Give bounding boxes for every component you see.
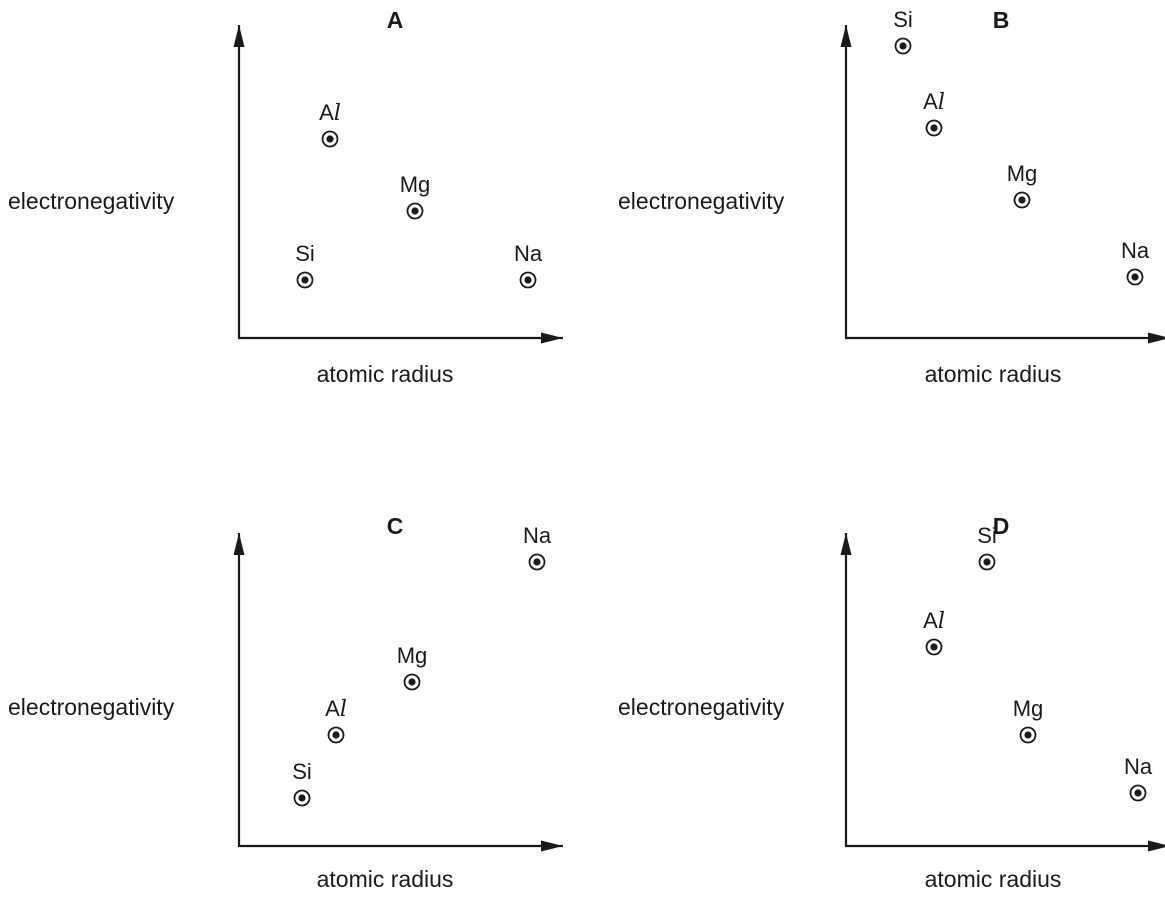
data-point-mg: Mg xyxy=(1013,696,1044,744)
point-marker-dot xyxy=(899,42,907,50)
data-point-si: Si xyxy=(977,523,997,571)
point-marker-dot xyxy=(533,558,541,566)
chart-title: A xyxy=(387,7,404,33)
point-label: Al xyxy=(319,100,341,126)
point-label: Na xyxy=(1124,754,1153,779)
data-point-al: Al xyxy=(319,100,341,148)
data-point-al: Al xyxy=(923,608,945,656)
data-point-na: Na xyxy=(514,241,543,289)
chart-title: B xyxy=(993,7,1010,33)
point-label: Al xyxy=(923,89,945,115)
data-point-si: Si xyxy=(893,7,913,55)
data-point-al: Al xyxy=(325,696,347,744)
point-label: Na xyxy=(514,241,543,266)
point-label: Al xyxy=(923,608,945,634)
point-label: Mg xyxy=(400,172,431,197)
point-marker-dot xyxy=(408,678,416,686)
data-point-na: Na xyxy=(1121,238,1150,286)
point-marker-dot xyxy=(326,135,334,143)
x-axis-label: atomic radius xyxy=(925,866,1062,892)
point-label: Mg xyxy=(1007,161,1038,186)
data-point-si: Si xyxy=(292,759,312,807)
point-marker-dot xyxy=(1134,789,1142,797)
x-axis-label: atomic radius xyxy=(925,361,1062,387)
y-axis-label: electronegativity xyxy=(8,694,175,720)
point-label: Si xyxy=(295,241,315,266)
point-marker-dot xyxy=(983,558,991,566)
point-marker-dot xyxy=(298,794,306,802)
chart-title: C xyxy=(387,513,404,539)
chart-title: D xyxy=(993,513,1010,539)
data-point-mg: Mg xyxy=(397,643,428,691)
point-label: Mg xyxy=(397,643,428,668)
data-point-al: Al xyxy=(923,89,945,137)
data-point-mg: Mg xyxy=(1007,161,1038,209)
data-point-mg: Mg xyxy=(400,172,431,220)
point-label: Mg xyxy=(1013,696,1044,721)
point-label: Na xyxy=(1121,238,1150,263)
point-marker-dot xyxy=(1024,731,1032,739)
x-axis-label: atomic radius xyxy=(317,361,454,387)
point-label: Si xyxy=(893,7,913,32)
y-axis-label: electronegativity xyxy=(618,188,785,214)
y-axis-label: electronegativity xyxy=(8,188,175,214)
data-point-na: Na xyxy=(1124,754,1153,802)
x-axis-label: atomic radius xyxy=(317,866,454,892)
point-marker-dot xyxy=(1018,196,1026,204)
point-marker-dot xyxy=(301,276,309,284)
point-marker-dot xyxy=(332,731,340,739)
y-axis-label: electronegativity xyxy=(618,694,785,720)
point-marker-dot xyxy=(524,276,532,284)
point-marker-dot xyxy=(1131,273,1139,281)
data-point-si: Si xyxy=(295,241,315,289)
point-label: Si xyxy=(977,523,997,548)
point-marker-dot xyxy=(930,124,938,132)
point-label: Na xyxy=(523,523,552,548)
point-label: Al xyxy=(325,696,347,722)
point-label: Si xyxy=(292,759,312,784)
data-point-na: Na xyxy=(523,523,552,571)
point-marker-dot xyxy=(930,643,938,651)
point-marker-dot xyxy=(411,207,419,215)
